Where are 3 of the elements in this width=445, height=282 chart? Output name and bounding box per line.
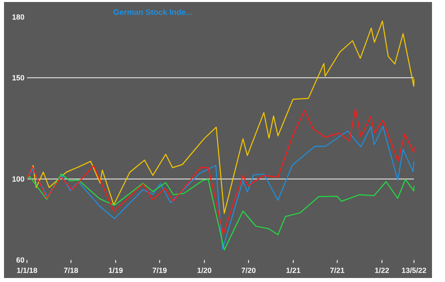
line-series <box>26 108 415 235</box>
line-series <box>26 126 415 250</box>
line-series <box>26 173 415 250</box>
